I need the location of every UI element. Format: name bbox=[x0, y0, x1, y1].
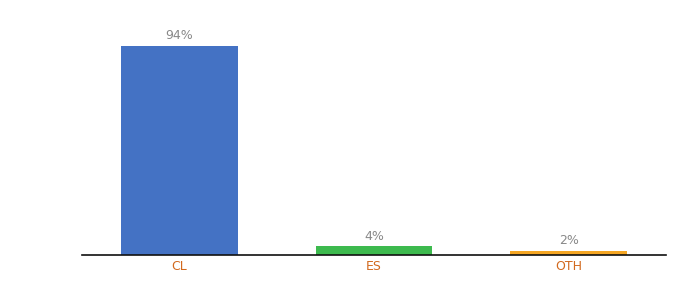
Text: 4%: 4% bbox=[364, 230, 384, 243]
Bar bbox=[511, 250, 628, 255]
Bar bbox=[316, 246, 432, 255]
Text: 2%: 2% bbox=[559, 234, 579, 247]
Text: 94%: 94% bbox=[165, 29, 193, 42]
Bar bbox=[120, 46, 237, 255]
